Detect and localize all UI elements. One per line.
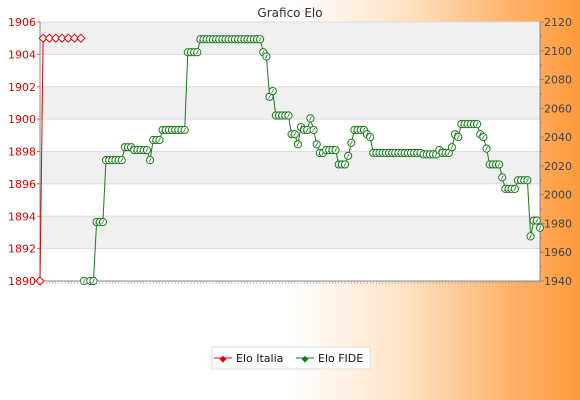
series-elo-fide [79, 35, 545, 286]
legend-label-elo-italia: Elo Italia [236, 352, 283, 365]
right-tick-label: 2000 [544, 189, 572, 202]
data-point-mark [456, 134, 460, 140]
data-point-mark [158, 137, 161, 143]
grid-band [40, 216, 540, 249]
right-tick-label: 2080 [544, 74, 572, 87]
data-point [38, 33, 48, 43]
right-tick-label: 2040 [544, 131, 572, 144]
right-tick-label: 1940 [544, 275, 572, 288]
data-point [69, 33, 80, 43]
data-point-mark [349, 140, 353, 146]
right-tick-label: 1960 [544, 246, 572, 259]
data-point [44, 33, 55, 43]
data-point-mark [309, 116, 312, 121]
left-tick-label: 1902 [8, 81, 36, 94]
data-point-mark [299, 124, 303, 130]
data-point-mark [120, 157, 124, 163]
data-point-mark [305, 127, 309, 133]
data-point-mark [368, 134, 372, 140]
data-point-mark [268, 94, 271, 100]
data-point-mark [129, 145, 133, 150]
data-point-mark [513, 186, 517, 192]
data-point-mark [343, 162, 347, 167]
left-tick-label: 1904 [8, 48, 36, 61]
axes: 1890 1892 1894 1896 1898 1900 1902 1904 1906 1940… [8, 16, 572, 288]
data-point-mark [101, 219, 105, 225]
data-point-mark [296, 142, 300, 147]
left-tick-label: 1898 [8, 146, 36, 159]
grid-band [40, 22, 540, 55]
series-layer [35, 33, 545, 286]
right-tick-label: 2120 [544, 16, 572, 29]
data-point-mark [535, 218, 539, 223]
data-point-mark [447, 150, 451, 156]
left-tick-label: 1896 [8, 178, 36, 191]
data-point-mark [438, 147, 441, 153]
data-point-mark [526, 178, 529, 183]
right-tick-label: 2060 [544, 102, 572, 115]
data-point-mark [258, 37, 262, 42]
data-point [63, 33, 74, 43]
data-point-mark [346, 153, 350, 158]
data-point-mark [450, 145, 454, 150]
legend-marker-elo-fide: ◆ [302, 355, 309, 365]
left-tick-label: 1906 [8, 16, 36, 29]
x-tick-labels [39, 281, 541, 284]
data-point-mark [453, 132, 457, 137]
data-point-mark [485, 146, 488, 151]
legend-item-elo-italia: ◆ Elo Italia [214, 352, 283, 365]
data-point-mark [265, 54, 268, 59]
data-point-mark [475, 121, 479, 127]
legend-label-elo-fide: Elo FIDE [318, 352, 363, 365]
right-tick-label: 1980 [544, 217, 572, 230]
left-tick-label: 1892 [8, 243, 36, 256]
data-point-mark [271, 88, 275, 94]
right-tick-label: 2020 [544, 160, 572, 173]
legend-marker-elo-italia: ◆ [220, 355, 227, 365]
right-tick-label: 2100 [544, 45, 572, 58]
data-point-mark [145, 147, 149, 153]
data-point [51, 33, 61, 43]
data-point-mark [261, 50, 265, 55]
data-point-mark [478, 132, 482, 137]
legend-box [211, 346, 371, 370]
legend: ◆ Elo Italia ◆ Elo FIDE [211, 346, 371, 370]
data-point-mark [529, 234, 532, 239]
grid-lines [40, 21, 540, 282]
data-point-mark [148, 157, 152, 163]
data-point-mark [287, 113, 290, 118]
data-point-mark [315, 142, 319, 147]
data-point-mark [482, 134, 485, 140]
data-point-mark [500, 175, 504, 180]
data-point-mark [362, 127, 366, 133]
left-tick-label: 1894 [8, 210, 36, 223]
chart-title: Grafico Elo [257, 6, 322, 20]
left-tick-label: 1890 [8, 275, 36, 288]
data-point [76, 33, 86, 43]
data-point-mark [365, 132, 369, 137]
series-elo-italia [35, 33, 86, 286]
data-point-mark [497, 162, 501, 167]
left-tick-label: 1900 [8, 113, 36, 126]
data-point-mark [538, 225, 542, 230]
data-point-mark [312, 127, 315, 133]
data-point-mark [183, 127, 187, 133]
data-point-mark [334, 147, 337, 153]
data-point-mark [293, 132, 297, 137]
legend-item-elo-fide: ◆ Elo FIDE [296, 352, 363, 365]
data-point-mark [195, 50, 199, 55]
data-point [57, 33, 67, 43]
